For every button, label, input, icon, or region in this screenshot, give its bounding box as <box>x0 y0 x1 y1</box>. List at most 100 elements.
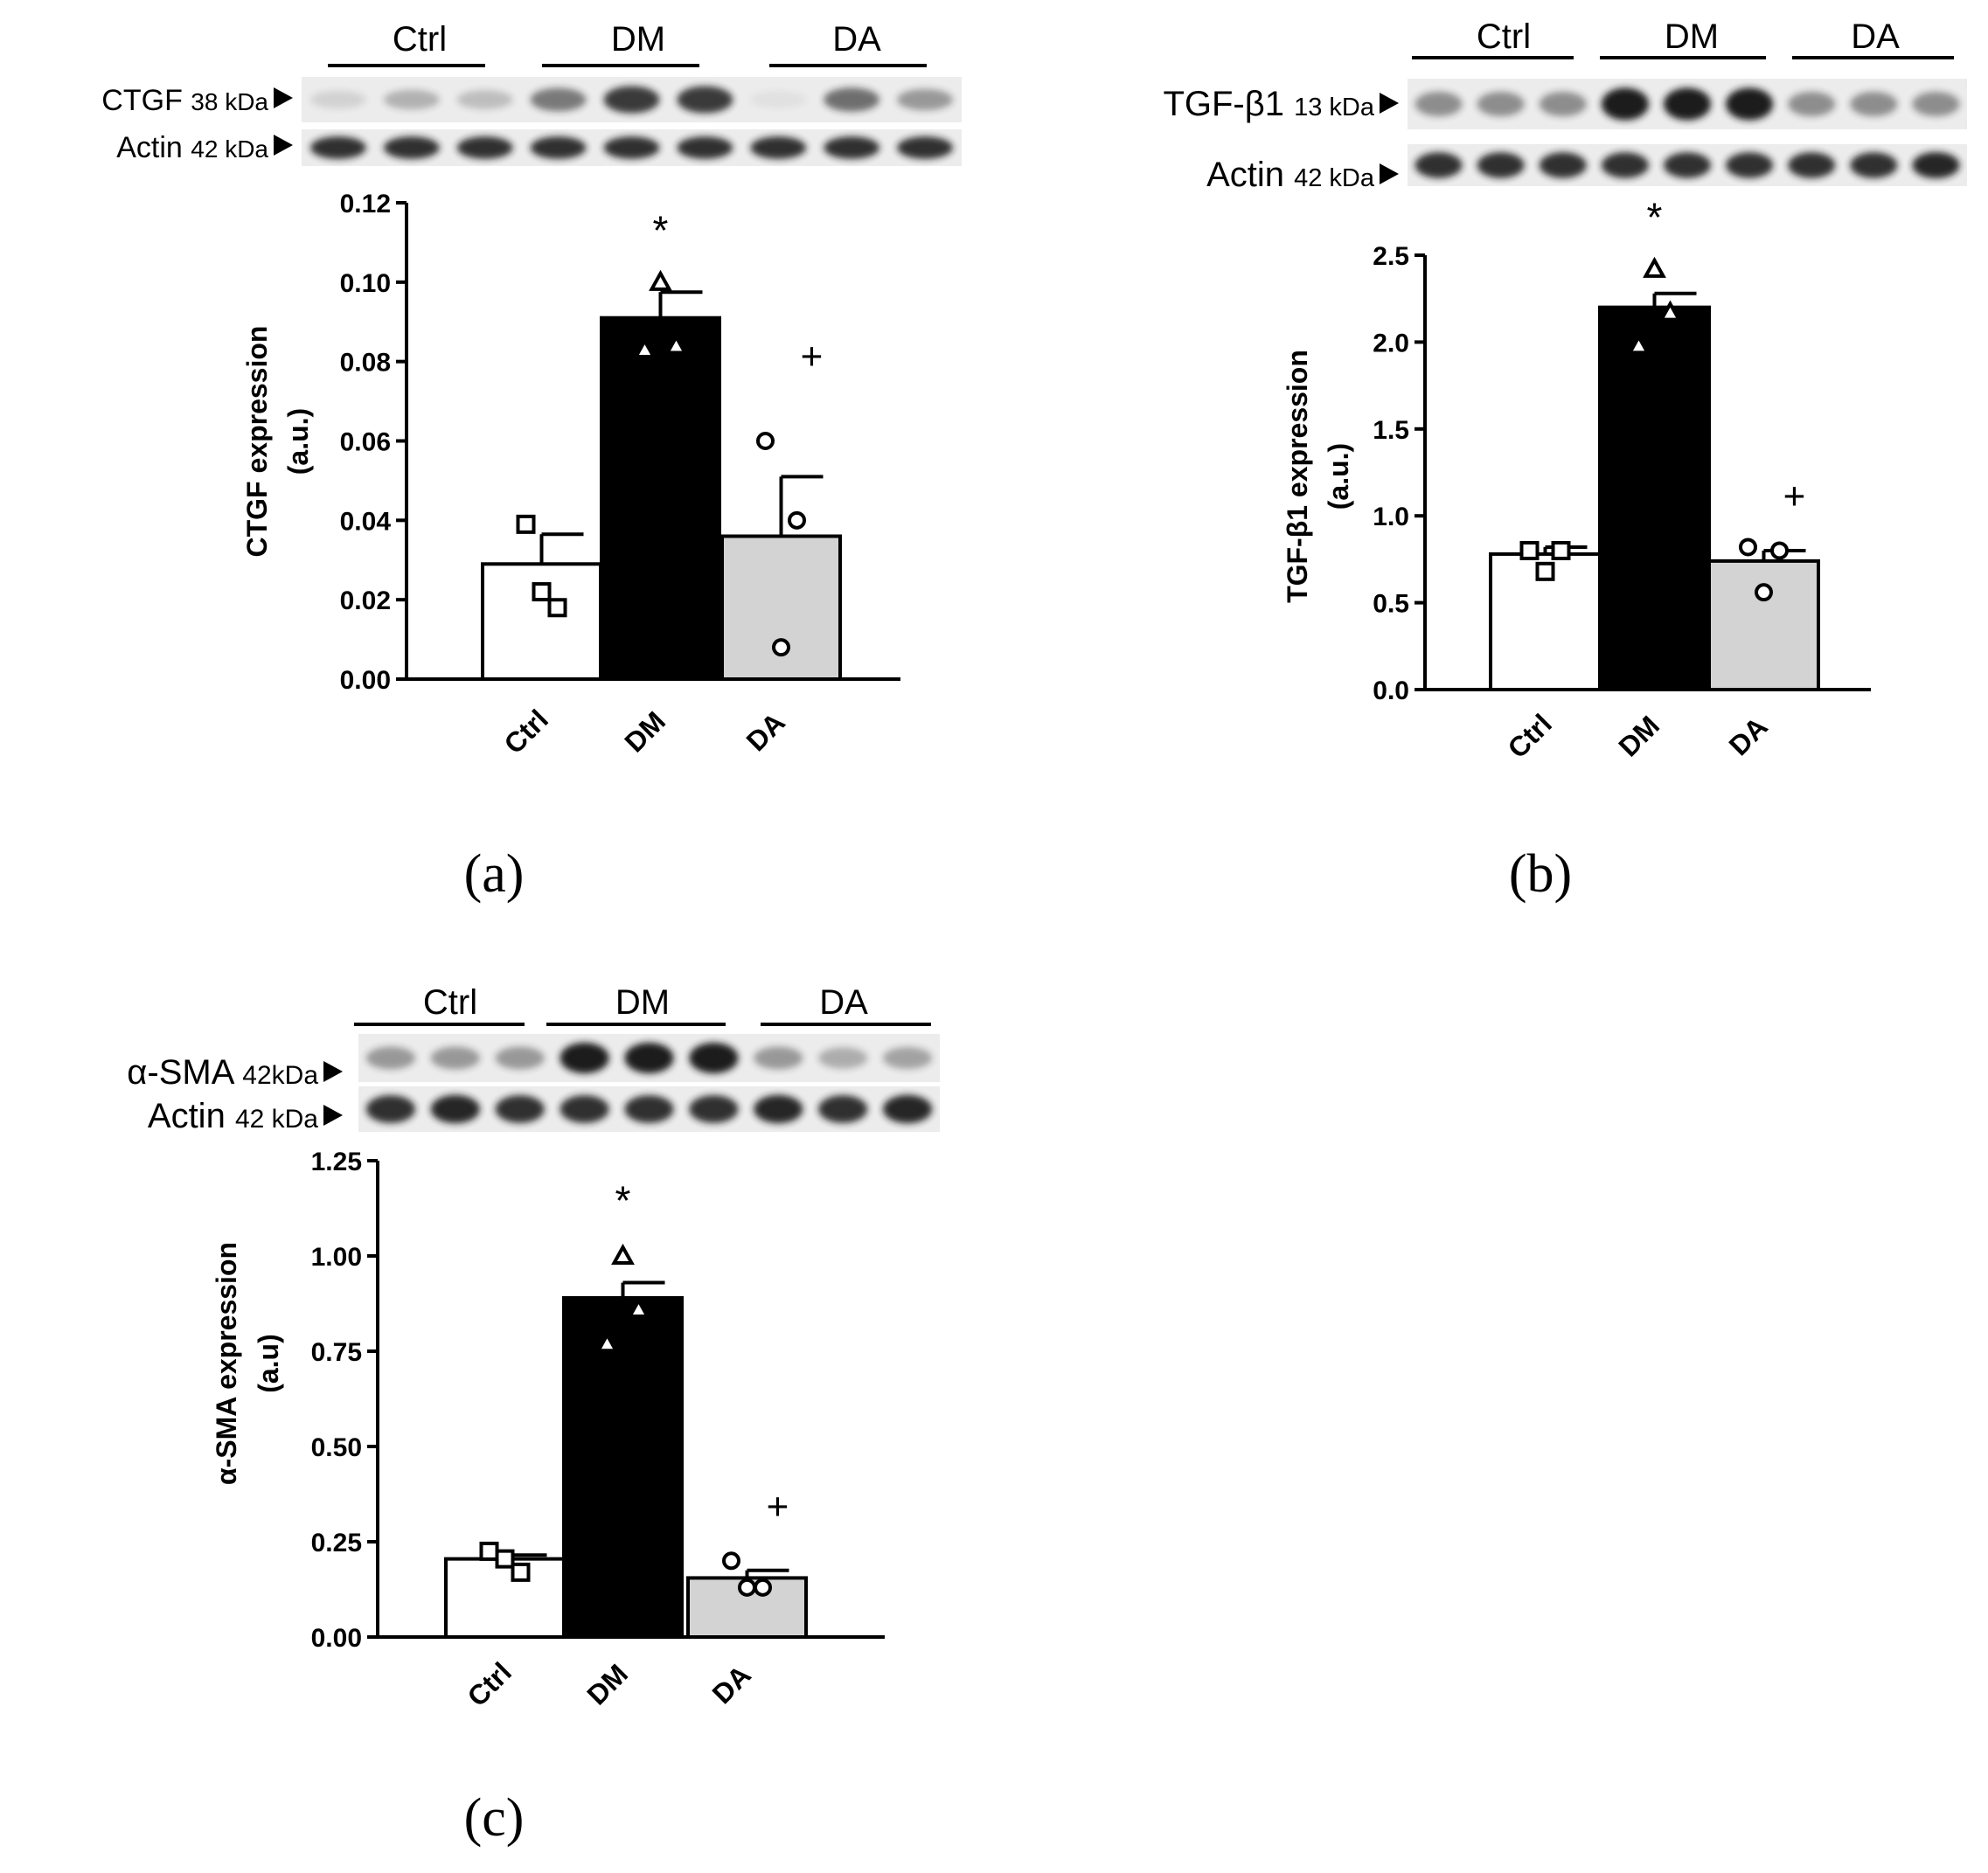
data-point-triangle <box>633 336 657 359</box>
blot-band-protein <box>1477 91 1525 117</box>
y-axis-unit-label: (a.u.) <box>282 408 314 475</box>
blot-band-actin <box>754 1094 803 1124</box>
data-point-circle <box>754 1578 772 1597</box>
blot-band-protein <box>603 86 660 114</box>
blot-band-protein <box>530 87 587 112</box>
y-axis-label: α-SMA expression <box>211 1242 242 1485</box>
blot-band-actin <box>430 1094 480 1124</box>
x-tick-label-da: DA <box>706 1659 757 1710</box>
data-point-circle <box>756 432 775 450</box>
group-header-ctrl: Ctrl <box>393 20 447 59</box>
y-tick-label: 1.25 <box>311 1148 362 1176</box>
data-point-circle <box>1739 538 1757 557</box>
blot-label-protein-name: CTGF <box>101 84 191 117</box>
blot-label-protein: α-SMA 42kDa <box>127 1053 318 1092</box>
x-tick-label-dm: DM <box>580 1658 634 1711</box>
blot-band-actin <box>1601 152 1649 178</box>
data-point-square <box>1535 561 1555 581</box>
data-point-square <box>547 598 567 618</box>
blot-band-protein <box>689 1042 739 1074</box>
blot-band-actin <box>365 1095 416 1123</box>
x-tick-label-da: DA <box>740 706 791 757</box>
y-tick-label: 0.75 <box>311 1338 362 1367</box>
blot-band-protein <box>560 1042 609 1074</box>
group-header-dm: DM <box>615 983 670 1022</box>
data-point-square <box>516 514 536 534</box>
y-tick-label: 0.10 <box>340 269 391 298</box>
x-tick-label-ctrl: Ctrl <box>462 1656 518 1712</box>
y-tick-label: 1.0 <box>1373 503 1409 531</box>
blot-label-protein-name: α-SMA <box>127 1053 242 1092</box>
blot-label-actin-name: Actin <box>148 1097 235 1135</box>
y-tick-label: 0.00 <box>340 666 391 695</box>
y-tick-label: 0.5 <box>1373 590 1409 619</box>
bar-ctrl <box>444 1557 566 1639</box>
blot-band-actin <box>383 136 440 159</box>
blot-band-protein <box>824 87 880 112</box>
bar-dm <box>562 1295 684 1639</box>
blot-band-actin <box>818 1095 868 1123</box>
blot-band-protein <box>677 86 733 114</box>
significance-asterisk: * <box>653 208 669 253</box>
data-point-circle <box>738 1578 756 1597</box>
blot-band-protein <box>1539 91 1587 117</box>
group-header-da: DA <box>832 20 881 59</box>
significance-asterisk: * <box>615 1178 631 1224</box>
data-point-square <box>1519 540 1540 560</box>
blot-label-protein: CTGF 38 kDa <box>101 84 268 117</box>
data-point-triangle <box>627 1296 650 1319</box>
blot-label-actin-kda: 42 kDa <box>191 135 268 163</box>
blot-label-protein-kda: 13 kDa <box>1294 94 1375 121</box>
blot-band-actin <box>824 136 880 159</box>
y-tick-label: 1.00 <box>311 1243 362 1272</box>
blot-band-actin <box>677 136 733 159</box>
blot-band-actin <box>1415 152 1463 178</box>
group-header-ctrl: Ctrl <box>423 983 477 1022</box>
blot-band-actin <box>456 136 513 159</box>
x-tick-label-da: DA <box>1723 711 1774 761</box>
group-header-da: DA <box>1851 17 1900 56</box>
data-point-circle <box>772 638 790 657</box>
blot-band-protein <box>1912 91 1960 117</box>
blot-band-actin <box>624 1095 674 1123</box>
group-header-dm: DM <box>1665 17 1719 56</box>
blot-band-protein <box>1601 87 1649 121</box>
significance-asterisk: * <box>1647 194 1663 239</box>
blot-label-actin-name: Actin <box>116 131 191 164</box>
data-point-circle <box>722 1551 740 1571</box>
y-tick-label: 0.00 <box>311 1624 362 1653</box>
panel-b: Ctrl DM DA TGF-β1 13 kDa Actin 42 kDa 0.0 0.5 1… <box>1163 17 1967 764</box>
blot-band-protein <box>624 1042 674 1074</box>
blot-label-actin-kda: 42 kDa <box>1294 164 1375 192</box>
significance-plus: + <box>1783 475 1806 517</box>
blot-band-protein <box>1415 91 1463 117</box>
blot-band-protein <box>430 1046 480 1070</box>
blot-band-actin <box>495 1095 545 1123</box>
x-tick-label-dm: DM <box>618 705 671 759</box>
blot-label-protein-kda: 42kDa <box>242 1061 318 1090</box>
bar-dm <box>1598 305 1711 691</box>
data-point-triangle <box>649 269 672 291</box>
y-tick-label: 0.04 <box>340 507 392 536</box>
y-tick-label: 0.06 <box>340 428 391 457</box>
data-point-triangle <box>611 1243 635 1265</box>
y-tick-label: 0.12 <box>340 190 391 219</box>
y-tick-label: 0.02 <box>340 586 391 615</box>
x-tick-label-dm: DM <box>1612 710 1665 763</box>
data-point-triangle <box>1627 333 1651 355</box>
blot-band-actin <box>750 136 807 159</box>
blot-band-protein <box>897 88 953 111</box>
blot-arrow-actin <box>323 1105 343 1126</box>
blot-band-actin <box>1788 152 1836 178</box>
blot-band-protein <box>365 1046 416 1070</box>
blot-label-actin: Actin 42 kDa <box>1206 156 1375 194</box>
blot-band-actin <box>1912 151 1960 179</box>
data-point-circle <box>1770 541 1789 560</box>
significance-plus: + <box>767 1485 789 1528</box>
blot-band-protein <box>754 1046 803 1070</box>
y-tick-label: 2.5 <box>1373 242 1409 271</box>
blot-label-protein: TGF-β1 13 kDa <box>1163 85 1374 123</box>
blot-band-actin <box>603 136 660 159</box>
